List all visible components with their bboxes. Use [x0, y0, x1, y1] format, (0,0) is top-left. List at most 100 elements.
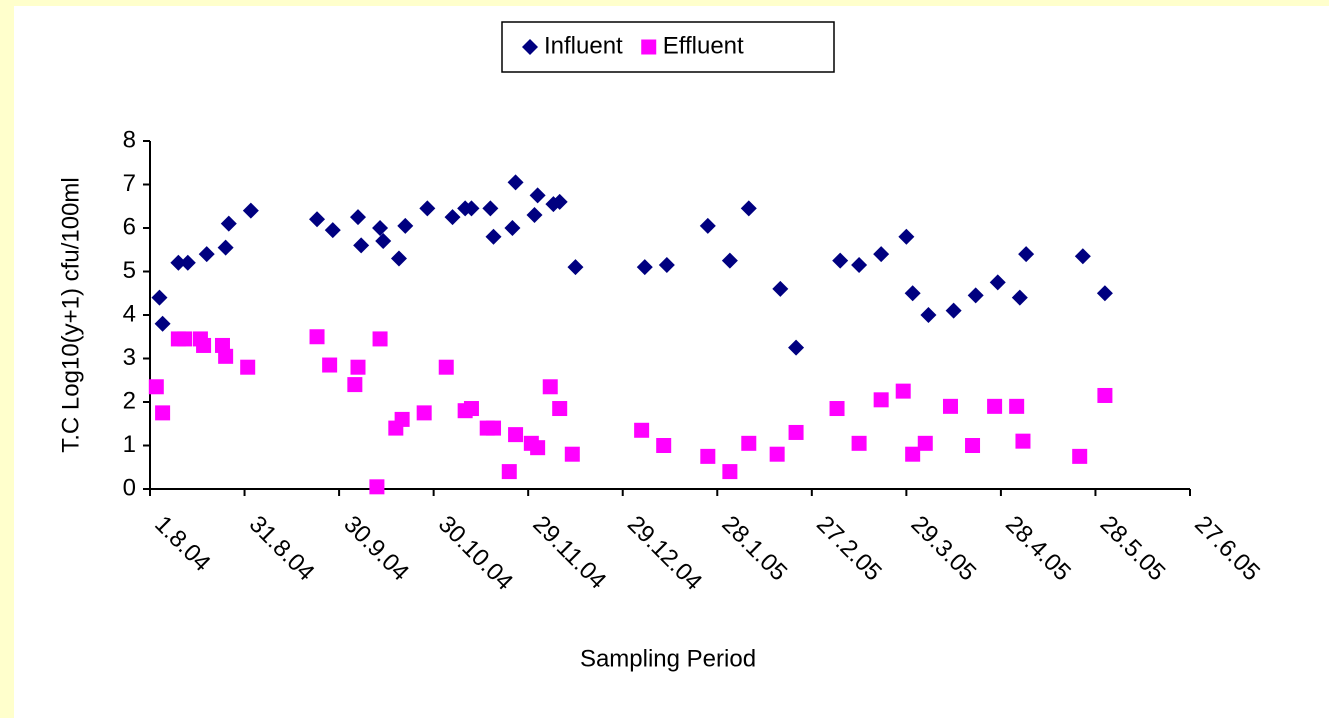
y-tick-label: 6 — [123, 213, 136, 240]
square-marker — [486, 420, 502, 436]
square-marker — [196, 337, 212, 353]
diamond-marker — [920, 307, 937, 323]
diamond-marker — [353, 237, 370, 254]
diamond-marker — [740, 200, 757, 217]
square-marker — [347, 377, 363, 393]
diamond-marker — [198, 246, 215, 263]
diamond-marker — [1096, 285, 1113, 302]
diamond-marker — [324, 222, 341, 239]
diamond-marker — [1018, 246, 1035, 263]
diamond-marker — [463, 200, 480, 217]
square-marker — [873, 392, 889, 408]
y-tick-label: 7 — [123, 170, 136, 197]
diamond-marker — [1011, 289, 1028, 306]
y-tick-label: 3 — [123, 344, 136, 371]
square-marker — [1009, 398, 1025, 414]
y-tick-label: 5 — [123, 257, 136, 284]
square-marker — [438, 359, 454, 375]
diamond-marker — [350, 209, 366, 226]
square-marker — [218, 348, 234, 364]
square-marker — [155, 405, 171, 421]
y-tick-label: 1 — [123, 431, 136, 458]
diamond-marker — [217, 239, 234, 256]
diamond-marker — [551, 193, 568, 210]
square-marker — [369, 479, 385, 495]
square-marker — [1015, 433, 1031, 449]
y-tick-label: 0 — [123, 474, 136, 501]
square-marker — [416, 405, 432, 421]
square-marker — [552, 401, 568, 417]
diamond-marker — [567, 259, 584, 276]
diamond-marker — [507, 174, 524, 191]
x-axis-title: Sampling Period — [580, 645, 756, 672]
square-marker — [322, 357, 338, 373]
square-marker — [656, 438, 672, 453]
square-marker — [309, 329, 325, 345]
diamond-marker — [1074, 248, 1091, 265]
diamond-marker — [397, 217, 414, 234]
legend-label: Effluent — [663, 32, 744, 59]
square-marker — [530, 440, 546, 456]
diamond-marker — [945, 302, 962, 319]
diamond-marker — [898, 228, 915, 245]
diamond-marker — [154, 315, 171, 332]
y-axis-title: T.C Log10(y+1) cfu/100ml — [57, 177, 84, 452]
y-tick-label: 2 — [123, 387, 136, 414]
legend-label: Influent — [544, 32, 623, 59]
diamond-marker — [372, 220, 389, 236]
square-marker — [851, 435, 867, 451]
square-marker — [1072, 448, 1088, 464]
diamond-marker — [832, 252, 849, 269]
diamond-marker — [904, 285, 921, 302]
square-marker — [508, 427, 524, 443]
square-marker — [942, 398, 958, 414]
diamond-marker — [658, 256, 675, 273]
diamond-marker — [419, 200, 436, 217]
diamond-marker — [873, 246, 890, 263]
diamond-marker — [851, 256, 868, 273]
square-marker — [463, 401, 479, 417]
square-marker — [542, 379, 558, 395]
diamond-marker — [989, 274, 1006, 291]
diamond-marker — [220, 215, 237, 232]
diamond-marker — [151, 289, 168, 306]
square-marker — [634, 422, 650, 438]
square-marker — [501, 464, 517, 480]
legend-box — [501, 21, 835, 73]
square-marker — [829, 401, 845, 417]
diamond-marker — [242, 202, 259, 219]
square-marker — [741, 435, 757, 451]
diamond-marker — [504, 220, 521, 236]
square-marker — [788, 424, 804, 440]
diamond-marker — [636, 259, 653, 276]
diamond-marker — [522, 39, 538, 55]
square-marker — [987, 398, 1003, 414]
diamond-marker — [375, 233, 392, 250]
square-marker — [148, 379, 164, 395]
diamond-marker — [390, 250, 407, 267]
square-marker — [240, 359, 256, 375]
y-tick-label: 8 — [123, 126, 136, 153]
legend — [501, 21, 835, 73]
diamond-marker — [721, 252, 738, 269]
diamond-marker — [529, 187, 546, 204]
diamond-marker — [967, 287, 984, 304]
diamond-marker — [772, 280, 789, 297]
square-marker — [564, 446, 580, 462]
diamond-marker — [788, 339, 805, 356]
square-marker — [641, 39, 657, 55]
square-marker — [722, 464, 738, 480]
square-marker — [700, 448, 716, 464]
square-marker — [965, 438, 981, 453]
diamond-marker — [526, 206, 543, 223]
square-marker — [350, 359, 366, 375]
square-marker — [905, 446, 921, 462]
y-tick-label: 4 — [123, 300, 136, 327]
square-marker — [769, 446, 785, 462]
square-marker — [177, 331, 193, 347]
diamond-marker — [485, 228, 502, 245]
chart-area — [14, 6, 1329, 718]
square-marker — [917, 435, 933, 451]
